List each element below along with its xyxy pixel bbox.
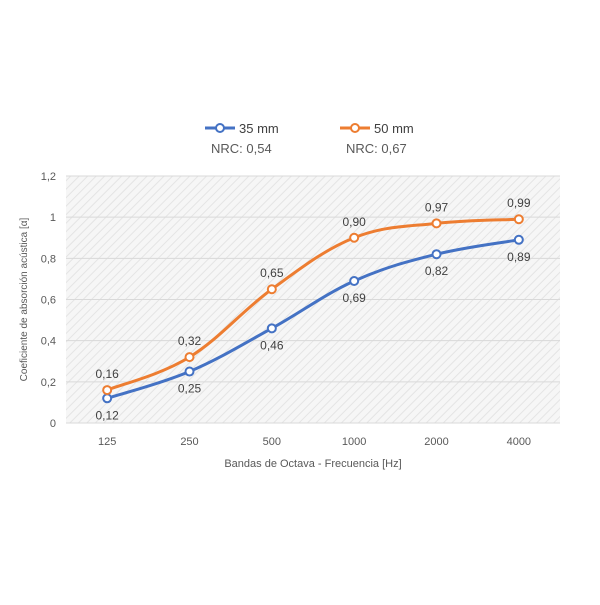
- data-label: 0,46: [260, 338, 284, 352]
- data-label: 0,89: [507, 250, 531, 264]
- series: [102, 214, 524, 404]
- data-label: 0,65: [260, 266, 284, 280]
- y-axis-title: Coeficiente de absorción acústica [α]: [19, 217, 30, 381]
- y-tick-label: 0,4: [41, 336, 56, 348]
- data-label: 0,16: [95, 367, 119, 381]
- data-point: [102, 393, 113, 404]
- y-tick-label: 0,2: [41, 377, 56, 389]
- legend-nrc: NRC: 0,67: [346, 141, 407, 156]
- legend-label: 50 mm: [374, 121, 414, 136]
- y-tick-label: 1,2: [41, 171, 56, 183]
- y-tick-label: 1: [50, 212, 56, 224]
- y-tick-label: 0,8: [41, 253, 56, 265]
- data-point: [184, 366, 195, 377]
- gridlines: [66, 175, 560, 424]
- legend-marker: [215, 123, 225, 133]
- data-point: [349, 275, 360, 286]
- data-label: 0,90: [342, 215, 366, 229]
- series-line-35mm: [105, 238, 521, 400]
- x-tick-label: 4000: [507, 436, 531, 448]
- data-labels: 0,12 0,25 0,46 0,69 0,82 0,89 0,16 0,32 0,65 0,90…: [95, 196, 530, 422]
- data-label: 0,69: [342, 291, 366, 305]
- data-label: 0,25: [178, 382, 202, 396]
- legend-nrc: NRC: 0,54: [211, 141, 272, 156]
- data-point: [102, 385, 113, 396]
- series-line-50mm: [105, 217, 521, 392]
- x-tick-label: 500: [263, 436, 281, 448]
- legend-marker: [350, 123, 360, 133]
- axes: 0 0,2 0,4 0,6 0,8 1 1,2 125 250 500 1000 2000 4000 Ba…: [19, 171, 531, 470]
- legend: 35 mm NRC: 0,54 50 mm NRC: 0,67: [205, 121, 414, 156]
- data-label: 0,97: [425, 200, 449, 214]
- data-label: 0,32: [178, 334, 202, 348]
- data-point: [184, 352, 195, 363]
- x-tick-label: 2000: [424, 436, 448, 448]
- x-axis-title: Bandas de Octava - Frecuencia [Hz]: [224, 458, 401, 470]
- x-tick-label: 250: [180, 436, 198, 448]
- data-label: 0,99: [507, 196, 531, 210]
- x-tick-label: 1000: [342, 436, 366, 448]
- x-tick-label: 125: [98, 436, 116, 448]
- data-point: [513, 234, 524, 245]
- data-point: [431, 249, 442, 260]
- y-tick-label: 0,6: [41, 295, 56, 307]
- data-point: [513, 214, 524, 225]
- data-point: [266, 323, 277, 334]
- data-label: 0,82: [425, 264, 449, 278]
- data-point: [266, 284, 277, 295]
- y-tick-label: 0: [50, 418, 56, 430]
- data-point: [431, 218, 442, 229]
- data-label: 0,12: [95, 408, 119, 422]
- legend-label: 35 mm: [239, 121, 279, 136]
- data-point: [349, 232, 360, 243]
